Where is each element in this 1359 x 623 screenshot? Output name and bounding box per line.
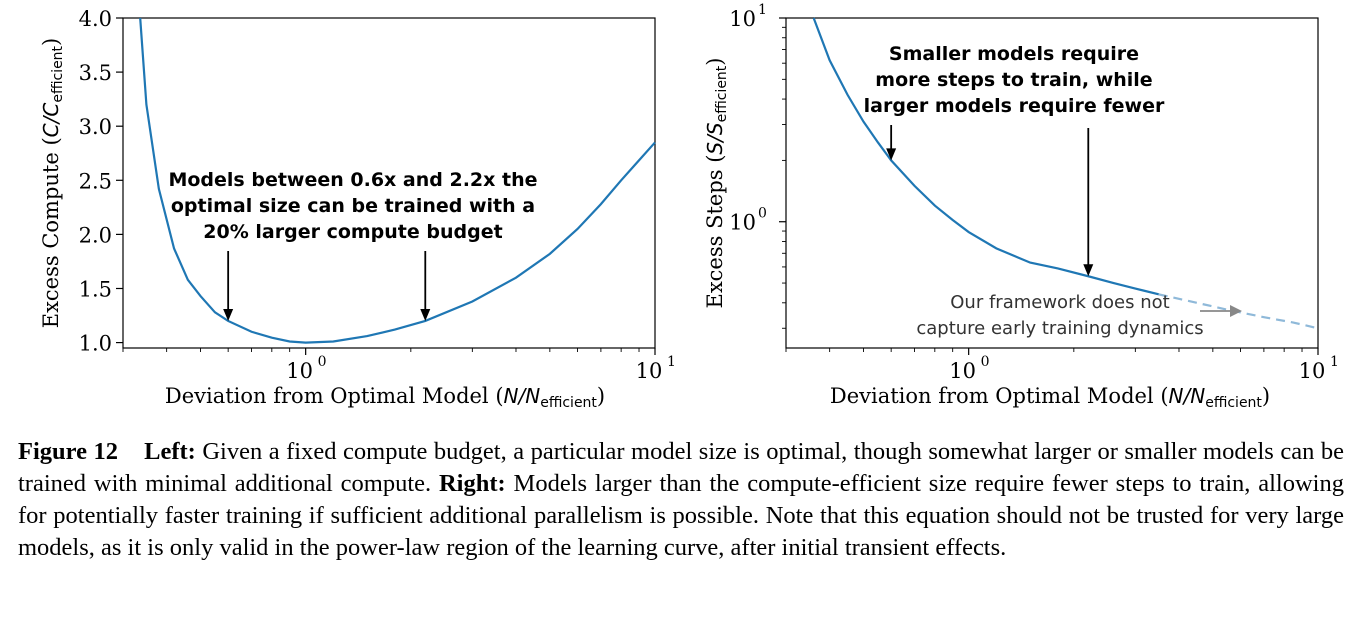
annotation-arrow-head <box>886 148 897 161</box>
right-x-axis-label: Deviation from Optimal Model (N/Nefficie… <box>830 384 1270 411</box>
left-plot-frame <box>122 17 656 349</box>
right-note-line-1: Our framework does not <box>950 292 1169 313</box>
caption-left-label: Left: <box>144 438 196 465</box>
right-annotation-bottom: Our framework does not capture early tra… <box>916 292 1242 339</box>
left-x-axis-label: Deviation from Optimal Model (N/Nefficie… <box>165 384 605 411</box>
y-tick-exponent: 1 <box>758 2 767 18</box>
x-tick-exponent: 0 <box>981 354 990 370</box>
y-tick-label: 2.0 <box>79 223 112 247</box>
y-tick-label: 10 <box>729 7 756 31</box>
right-annotation-line-2: more steps to train, while <box>875 69 1152 91</box>
y-tick-label: 1.0 <box>79 332 112 356</box>
x-tick-label: 10 <box>1299 359 1326 383</box>
y-tick-exponent: 0 <box>758 206 767 222</box>
right-arrows <box>886 125 1094 277</box>
caption-figure-label: Figure 12 <box>18 438 118 465</box>
right-steps-curve-dashed <box>1158 293 1319 330</box>
y-tick-label: 2.5 <box>79 169 112 193</box>
right-note-line-2: capture early training dynamics <box>916 318 1203 339</box>
y-tick-label: 10 <box>729 211 756 235</box>
left-annotation-line-1: Models between 0.6x and 2.2x the <box>168 169 537 191</box>
left-y-axis-label: Excess Compute (C/Cefficient) <box>39 38 66 329</box>
x-tick-label: 10 <box>949 359 976 383</box>
left-compute-curve <box>139 17 656 344</box>
x-tick-label: 10 <box>636 359 663 383</box>
right-annotation-top: Smaller models require more steps to tra… <box>864 43 1165 117</box>
caption-right-label: Right: <box>438 470 506 497</box>
annotation-arrow-head <box>1083 264 1094 277</box>
left-annotation: Models between 0.6x and 2.2x the optimal… <box>168 169 537 243</box>
y-tick-label: 4.0 <box>79 7 112 31</box>
annotation-arrow-head <box>420 308 431 321</box>
x-tick-exponent: 1 <box>667 354 676 370</box>
right-annotation-line-1: Smaller models require <box>889 43 1139 65</box>
x-tick-label: 10 <box>286 359 313 383</box>
right-steps-curve <box>812 17 1159 296</box>
y-tick-label: 1.5 <box>79 277 112 301</box>
right-plot-frame <box>785 17 1319 349</box>
left-arrows <box>223 251 431 321</box>
figure-canvas: 1.01.52.02.53.03.54.0 10 0 10 1 Models betw… <box>39 2 1339 411</box>
figure-caption: Figure 12 Left: Given a fixed compute bu… <box>18 436 1344 564</box>
left-annotation-line-3: 20% larger compute budget <box>203 221 502 243</box>
right-x-ticks: 10 0 10 1 <box>785 348 1339 383</box>
caption-left-text: Given a fixed compute budget, a particul… <box>18 438 1344 497</box>
x-tick-exponent: 1 <box>1330 354 1339 370</box>
y-tick-label: 3.5 <box>79 61 112 85</box>
right-note-arrow-head <box>1230 305 1242 317</box>
left-x-ticks: 10 0 10 1 <box>122 348 676 383</box>
right-annotation-line-3: larger models require fewer <box>864 95 1165 117</box>
left-y-ticks: 1.0 1.5 2.0 2.5 3.0 3.5 4.0 <box>79 7 123 356</box>
y-tick-label: 3.0 <box>79 115 112 139</box>
left-chart: 1.01.52.02.53.03.54.0 10 0 10 1 Models betw… <box>39 7 676 411</box>
annotation-arrow-head <box>223 308 234 321</box>
x-tick-exponent: 0 <box>318 354 327 370</box>
right-y-axis-label: Excess Steps (S/Sefficient) <box>703 58 730 309</box>
left-annotation-line-2: optimal size can be trained with a <box>171 195 535 217</box>
caption-right-text: Models larger than the compute-efficient… <box>18 470 1344 561</box>
